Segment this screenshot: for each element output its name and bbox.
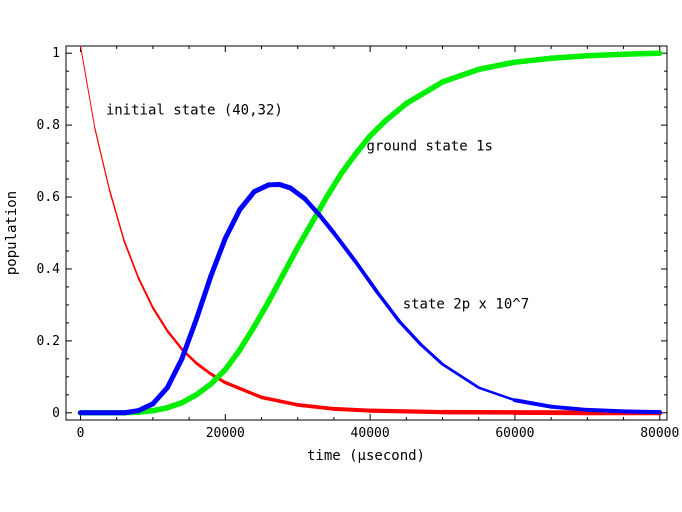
curve-segment [194,361,213,376]
curve-segment [512,398,554,409]
curve-segment [123,239,140,279]
curve-segment [323,170,344,200]
curve-segment [475,59,518,73]
curve-segment [295,402,336,411]
curve-segment [94,128,111,191]
curve-segment [367,408,445,415]
curve-segment [621,409,662,415]
curve-segment [302,196,322,218]
initial-state-curve [79,45,663,416]
x-tick-label: 0 [77,426,85,441]
curve-segment [375,290,401,323]
curve-segment [259,395,300,407]
curve-segment [585,407,626,414]
curve-segment [251,298,272,330]
y-tick-label: 0.4 [37,262,61,277]
curve-segment [367,118,388,139]
curve-segment [548,52,591,61]
curve-segment [223,380,264,400]
curve-segment [179,392,200,406]
series-layer [77,45,663,416]
x-tick-label: 80000 [640,426,679,441]
curve-segment [237,323,258,353]
y-tick-label: 0.6 [37,190,60,205]
curve-segment [108,189,125,241]
curve-segment [512,55,554,65]
curve-segment [403,79,446,107]
curve-segment [166,329,184,351]
curve-segment [338,151,359,177]
x-tick-label: 40000 [351,426,390,441]
curve-segment [137,276,154,309]
chart-annotation: initial state (40,32) [106,102,283,118]
curve-segment [150,385,170,407]
curve-segment [193,273,214,322]
state-2p-curve [77,181,662,416]
curve-segment [294,219,315,251]
curve-segment [251,182,272,195]
curve-segment [151,306,169,332]
curve-segment [331,406,373,413]
curve-segment [280,244,301,278]
curve-segment [381,100,410,125]
ground-state-curve [77,50,663,416]
curve-segment [288,185,308,202]
curve-segment [397,319,423,347]
curve-segment [331,231,358,264]
curve-segment [353,259,380,295]
curve-segment [79,45,96,130]
y-tick-label: 0 [52,406,60,421]
curve-segment [193,381,214,398]
y-tick-label: 1 [52,46,60,61]
curve-segment [439,66,482,85]
curve-segment [549,404,590,412]
curve-segment [352,133,373,157]
curve-segment [309,194,330,225]
tick-labels: 0 20000 40000 60000 80000 0 0.2 0.4 0.6 0.8 1 [37,46,680,441]
curve-segment [441,362,481,390]
curve-segment [265,271,286,305]
curve-segment [317,212,337,236]
x-axis-label: time (μsecond) [307,448,425,464]
curve-segment [164,356,185,391]
curve-segment [477,386,517,402]
chart-annotation: state 2p x 10^7 [403,297,529,313]
curve-segment [208,366,229,387]
y-tick-label: 0.8 [37,118,60,133]
x-tick-label: 20000 [206,426,245,441]
curve-segment [222,207,243,241]
curve-segment [584,51,627,59]
curve-segment [208,235,228,279]
annotations: initial state (40,32) ground state 1s stat… [106,102,529,312]
curve-segment [620,50,663,58]
curve-segment [237,189,257,213]
chart-annotation: ground state 1s [367,138,493,154]
curve-segment [135,401,156,414]
x-tick-label: 60000 [495,426,534,441]
curve-segment [419,342,445,366]
y-tick-label: 0.2 [37,334,60,349]
curve-segment [179,316,199,362]
y-axis-label: population [4,191,20,275]
curve-segment [222,347,243,373]
